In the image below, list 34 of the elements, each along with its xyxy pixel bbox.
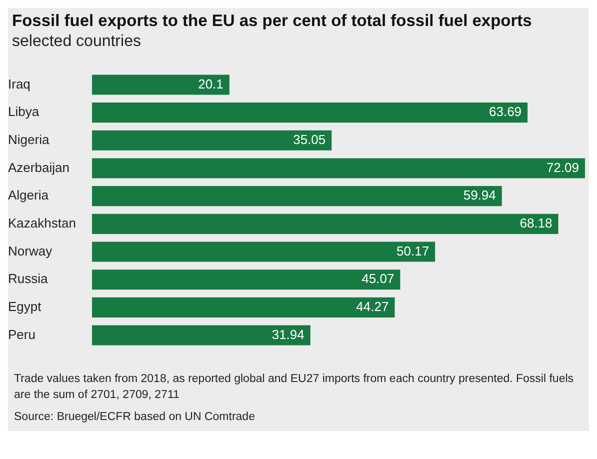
bar	[92, 186, 502, 206]
bar	[92, 214, 558, 234]
chart-title: Fossil fuel exports to the EU as per cent of total fossil fuel exports	[11, 12, 533, 31]
data-label: 72.09	[546, 160, 579, 175]
data-label: 20.1	[198, 76, 224, 92]
chart-subtitle: selected countries	[11, 32, 142, 52]
y-tick-label: Iraq	[8, 76, 30, 92]
bar	[92, 325, 310, 346]
bar	[92, 130, 332, 150]
y-tick-label: Egypt	[8, 299, 42, 314]
bar	[92, 242, 436, 262]
data-label: 63.69	[489, 104, 522, 120]
bar	[92, 270, 400, 290]
data-label: 68.18	[520, 216, 552, 230]
y-tick-label: Russia	[8, 271, 49, 286]
bar	[92, 158, 585, 178]
bar	[92, 297, 395, 318]
y-tick-label: Nigeria	[8, 132, 50, 147]
y-tick-label: Norway	[8, 243, 53, 258]
data-label: 35.05	[293, 132, 326, 147]
data-label: 31.94	[272, 326, 304, 342]
y-tick-label: Azerbaijan	[8, 160, 70, 175]
bar	[92, 74, 230, 95]
data-label: 59.94	[463, 188, 496, 203]
y-tick-label: Peru	[8, 326, 36, 342]
y-tick-label: Kazakhstan	[8, 216, 76, 230]
bar	[92, 102, 528, 123]
y-tick-label: Libya	[8, 104, 40, 120]
text: Trade values taken from 2018, as reported global and EU27 imports from each country presented. Fossil fuels are the sum of 2701, 2709, 2711	[13, 372, 575, 404]
source-note: Source: Bruegel/ECFR based on UN Comtrade	[13, 410, 256, 426]
data-label: 45.07	[362, 271, 394, 286]
data-label: 50.17	[396, 243, 430, 258]
y-tick-label: Algeria	[8, 188, 50, 203]
data-label: 44.27	[356, 299, 389, 314]
